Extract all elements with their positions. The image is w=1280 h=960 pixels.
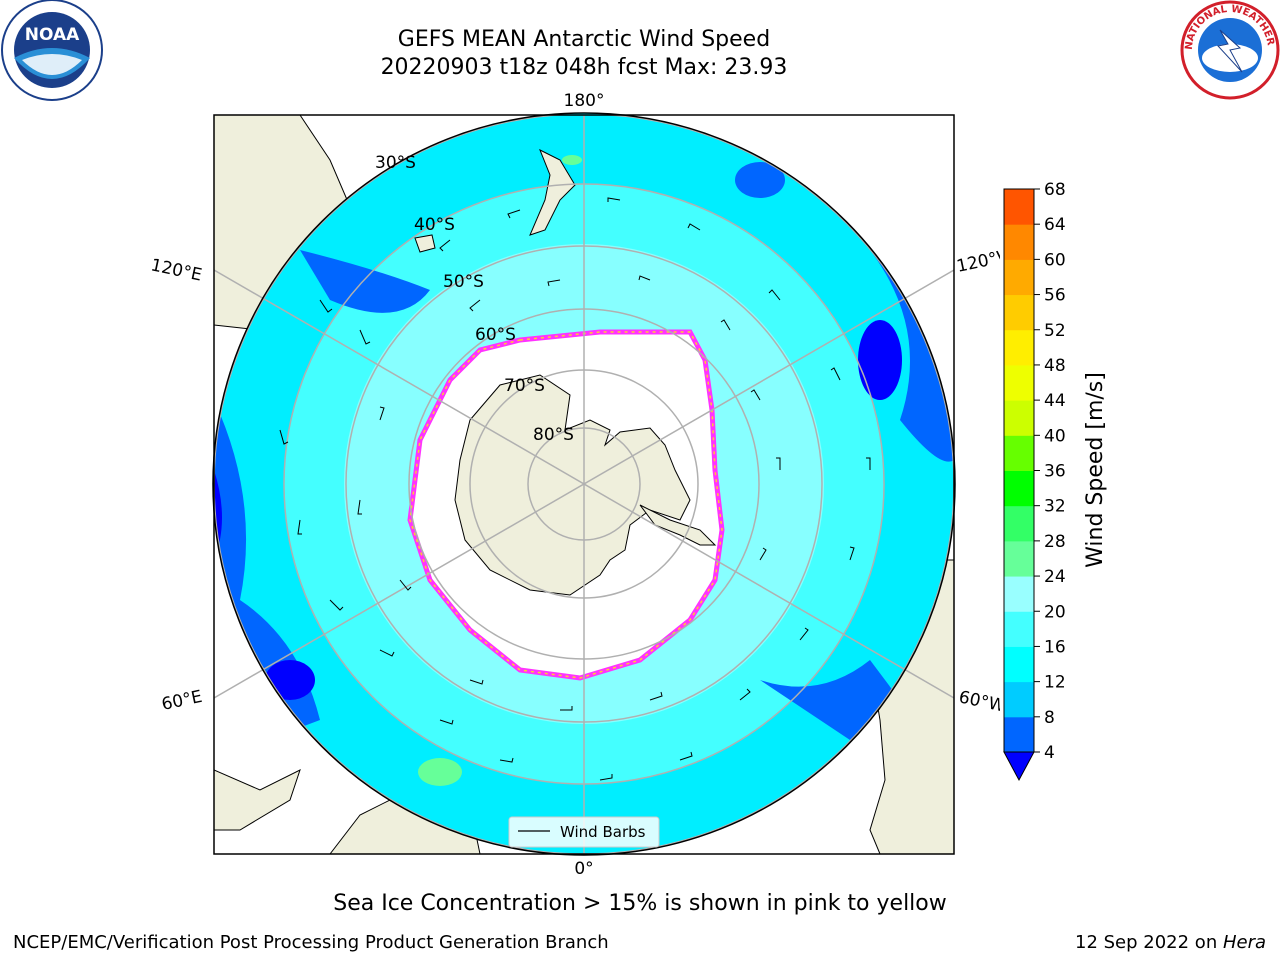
colorbar-segment (1004, 646, 1034, 683)
colorbar-segment (1004, 435, 1034, 471)
colorbar-segment (1004, 364, 1034, 401)
lat-label-40s: 40°S (414, 215, 455, 235)
colorbar-segment (1004, 470, 1034, 507)
lat-label-80s: 80°S (533, 425, 574, 445)
colorbar-tick-label: 56 (1044, 286, 1066, 306)
legend-label: Wind Barbs (560, 823, 646, 841)
colorbar-tick-label: 64 (1044, 215, 1066, 235)
map-legend: Wind Barbs (508, 816, 660, 848)
wind-band-low-3 (300, 250, 430, 313)
colorbar-segment (1004, 576, 1034, 612)
colorbar-tick-label: 36 (1044, 462, 1066, 482)
wind-barbs (279, 197, 871, 781)
land-tasmania (414, 234, 436, 253)
colorbar-tick-label: 16 (1044, 637, 1066, 657)
colorbar-segment (1004, 505, 1034, 542)
lon-label-120e: 120°E (149, 255, 204, 285)
sea-ice-note: Sea Ice Concentration > 15% is shown in … (333, 891, 947, 916)
colorbar-tick-label: 24 (1044, 567, 1066, 587)
noaa-logo-text: NOAA (25, 25, 80, 45)
nws-logo-icon: NATIONAL WEATHER SERVICE (1180, 0, 1280, 100)
colorbar-segment (1004, 400, 1034, 436)
colorbar-tick-label: 52 (1044, 321, 1066, 341)
wind-band-low-4 (760, 660, 900, 740)
colorbar-tick-label: 44 (1044, 391, 1066, 411)
footer-machine: Hera (1222, 932, 1266, 953)
lon-label-180: 180° (564, 91, 605, 111)
colorbar-tick-label: 48 (1044, 356, 1066, 376)
colorbar-tick-label: 20 (1044, 602, 1066, 622)
land-africa (214, 769, 301, 831)
lat-label-30s: 30°S (375, 153, 416, 173)
colorbar-tick-label: 60 (1044, 250, 1066, 270)
footer-credit: NCEP/EMC/Verification Post Processing Pr… (13, 932, 609, 953)
colorbar-under-arrow (1003, 751, 1035, 782)
colorbar-tick-label: 28 (1044, 532, 1066, 552)
colorbar-tick-label: 40 (1044, 426, 1066, 446)
colorbar-segment (1004, 681, 1034, 718)
colorbar-segment (1004, 224, 1034, 260)
colorbar-tick-label: 68 (1044, 180, 1066, 200)
colorbar-segment (1004, 611, 1034, 647)
colorbar-tick-label: 32 (1044, 497, 1066, 517)
lat-label-70s: 70°S (504, 376, 545, 396)
lat-label-50s: 50°S (443, 272, 484, 292)
footer-date: 12 Sep 2022 on Hera (1075, 932, 1266, 953)
land-new-zealand (529, 148, 576, 236)
colorbar-segment (1004, 259, 1034, 296)
land-antarctica (454, 374, 691, 596)
colorbar-tick-label: 12 (1044, 673, 1066, 693)
polar-map: 180° 0° 120°E 120°W 60°E 60°W 30°S 40°S … (149, 91, 1000, 879)
colorbar-tick-label: 4 (1044, 743, 1055, 763)
lat-label-60s: 60°S (475, 325, 516, 345)
colorbar-segment (1004, 294, 1034, 331)
footer-date-text: 12 Sep 2022 on (1075, 932, 1223, 953)
noaa-logo-icon: NOAA (1, 0, 103, 101)
sea-ice-inner (409, 331, 723, 679)
colorbar-label: Wind Speed [m/s] (1083, 372, 1108, 568)
colorbar-segment (1004, 540, 1034, 577)
lon-label-0: 0° (574, 859, 593, 879)
colorbar-segment (1004, 716, 1034, 753)
lon-label-60e: 60°E (160, 687, 204, 715)
colorbar-segment (1004, 189, 1034, 225)
chart-subtitle: 20220903 t18z 048h fcst Max: 23.93 (380, 55, 788, 80)
colorbar-segment (1004, 329, 1034, 366)
chart-title: GEFS MEAN Antarctic Wind Speed (397, 27, 771, 52)
colorbar-tick-label: 8 (1044, 708, 1055, 728)
